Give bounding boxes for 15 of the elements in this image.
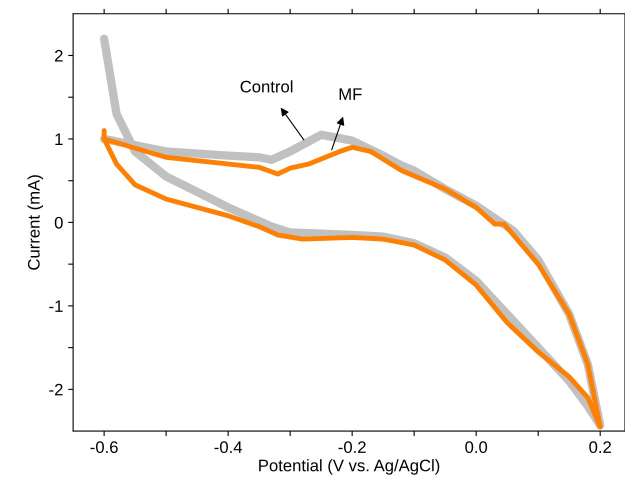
y-tick-label: 1	[55, 134, 63, 145]
y-tick-label: -2	[49, 384, 63, 396]
x-tick-label: 0.0	[465, 441, 488, 454]
x-tick-label: 0.2	[589, 441, 611, 454]
x-tick-label: -0.4	[214, 441, 242, 454]
y-tick-label: -1	[49, 300, 63, 312]
y-tick-label: 0	[54, 216, 63, 229]
annotation: Control	[240, 80, 292, 93]
x-tick-label: -0.2	[338, 441, 366, 454]
annotation: MF	[340, 88, 362, 100]
y-tick-label: 2	[54, 50, 63, 62]
line-series	[102, 128, 603, 430]
x-axis-title: Potential (V vs. Ag/AgCl)	[259, 459, 440, 475]
y-axis-title: Current (mA)	[27, 175, 44, 270]
x-tick-label: -0.6	[90, 441, 118, 454]
